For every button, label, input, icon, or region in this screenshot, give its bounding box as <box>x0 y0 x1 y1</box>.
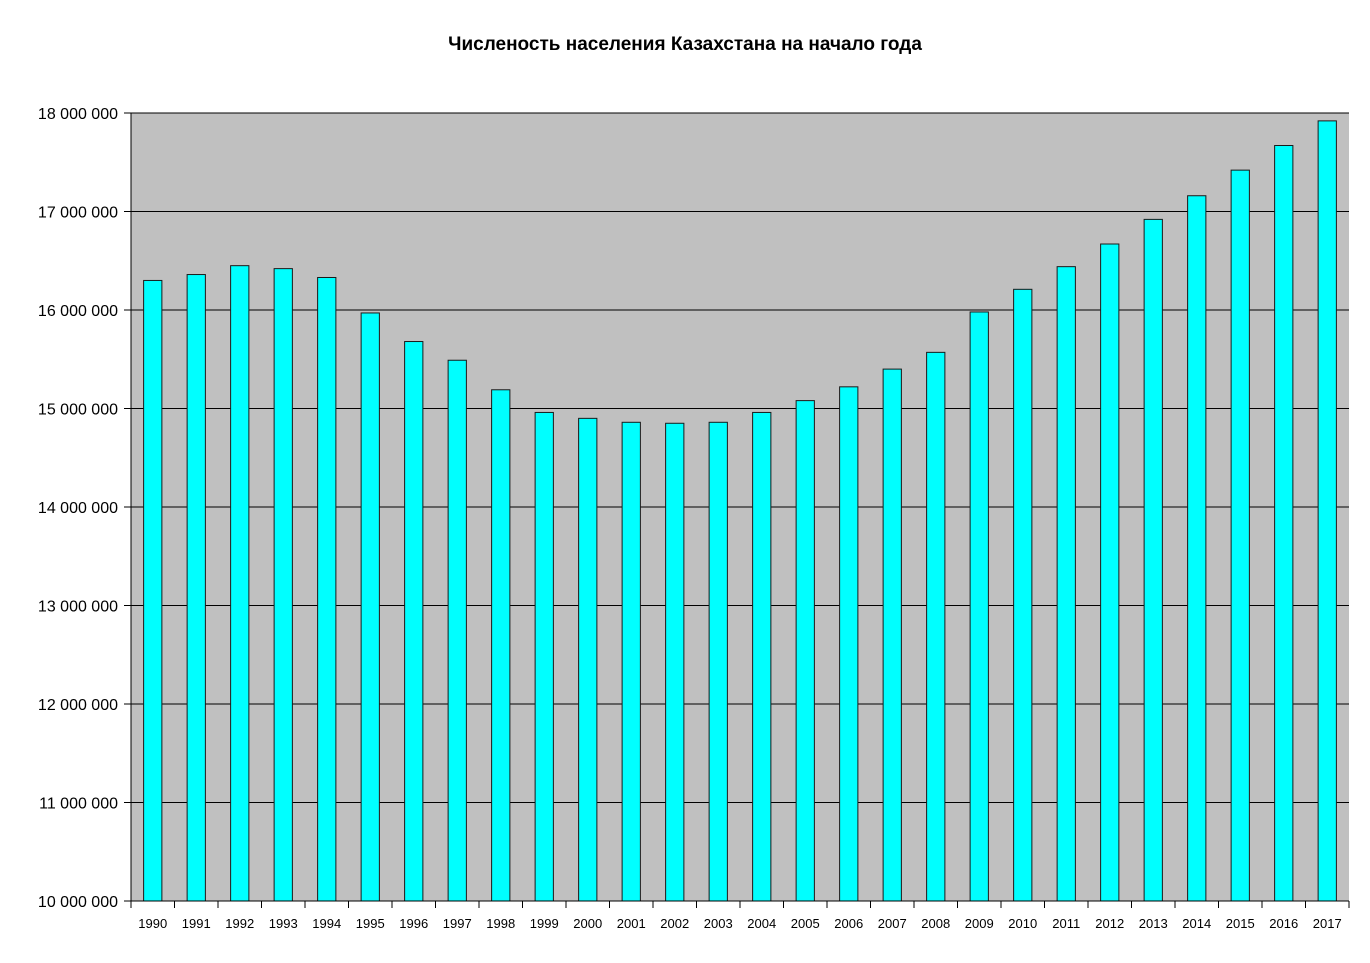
bar-1999 <box>534 411 554 902</box>
bar-1993 <box>273 268 293 902</box>
y-tick-label: 16 000 000 <box>38 303 118 320</box>
bar-2007 <box>882 368 902 902</box>
y-tick-label: 12 000 000 <box>38 697 118 714</box>
bar-2017 <box>1317 120 1337 902</box>
x-tick-label: 2016 <box>1269 916 1298 931</box>
bar-2009 <box>969 311 989 902</box>
x-tick-label: 2008 <box>921 916 950 931</box>
x-tick-label: 2013 <box>1139 916 1168 931</box>
bar-1990 <box>143 279 163 902</box>
x-tick-label: 2009 <box>965 916 994 931</box>
bar-1992 <box>230 265 250 902</box>
x-tick-label: 2015 <box>1226 916 1255 931</box>
x-tick-label: 1991 <box>182 916 211 931</box>
y-tick-label: 10 000 000 <box>38 894 118 911</box>
x-tick-label: 1995 <box>356 916 385 931</box>
x-tick-label: 2005 <box>791 916 820 931</box>
bar-2011 <box>1056 266 1076 902</box>
bar-2016 <box>1274 145 1294 902</box>
x-tick-label: 1994 <box>312 916 341 931</box>
y-tick-label: 11 000 000 <box>39 796 118 813</box>
x-tick-label: 2000 <box>573 916 602 931</box>
bar-2003 <box>708 421 728 902</box>
x-tick-label: 1990 <box>138 916 167 931</box>
x-tick-label: 2012 <box>1095 916 1124 931</box>
x-tick-label: 2006 <box>834 916 863 931</box>
y-tick-label: 17 000 000 <box>38 205 118 222</box>
x-tick-label: 2003 <box>704 916 733 931</box>
bar-2015 <box>1230 169 1250 902</box>
bar-2002 <box>665 422 685 902</box>
x-tick-label: 2001 <box>617 916 646 931</box>
bar-2001 <box>621 421 641 902</box>
bar-2013 <box>1143 218 1163 902</box>
bar-1997 <box>447 359 467 902</box>
bar-2006 <box>839 386 859 902</box>
x-tick-label: 2007 <box>878 916 907 931</box>
x-tick-label: 2010 <box>1008 916 1037 931</box>
y-tick-label: 15 000 000 <box>38 402 118 419</box>
bar-1991 <box>186 274 206 902</box>
x-tick-label: 1996 <box>399 916 428 931</box>
x-tick-label: 2011 <box>1052 916 1080 931</box>
x-tick-label: 2014 <box>1182 916 1211 931</box>
bar-2005 <box>795 400 815 902</box>
chart-title: Численость населения Казахстана на начал… <box>448 34 922 55</box>
x-tick-label: 1999 <box>530 916 559 931</box>
x-tick-label: 2002 <box>660 916 689 931</box>
y-tick-label: 18 000 000 <box>38 106 118 123</box>
bar-1995 <box>360 312 380 902</box>
x-tick-label: 2017 <box>1313 916 1342 931</box>
bar-2012 <box>1100 243 1120 902</box>
y-tick-label: 14 000 000 <box>38 500 118 517</box>
bar-2004 <box>752 411 772 902</box>
x-tick-label: 1993 <box>269 916 298 931</box>
bar-1996 <box>404 341 424 902</box>
x-tick-label: 1992 <box>225 916 254 931</box>
bar-2008 <box>926 351 946 902</box>
bar-1998 <box>491 389 511 902</box>
bar-2010 <box>1013 288 1033 902</box>
bar-1994 <box>317 276 337 902</box>
y-axis-ticks: 10 000 000 11 000 000 12 000 000 13 000 000… <box>38 106 131 911</box>
bar-2000 <box>578 417 598 902</box>
x-axis-ticks: 1990 1991 1992 1993 1994 1995 1996 1997 1998 1999… <box>130 901 1350 931</box>
y-tick-label: 13 000 000 <box>38 599 118 616</box>
bar-2014 <box>1187 195 1207 902</box>
x-tick-label: 2004 <box>747 916 776 931</box>
x-tick-label: 1998 <box>486 916 515 931</box>
x-tick-label: 1997 <box>443 916 472 931</box>
